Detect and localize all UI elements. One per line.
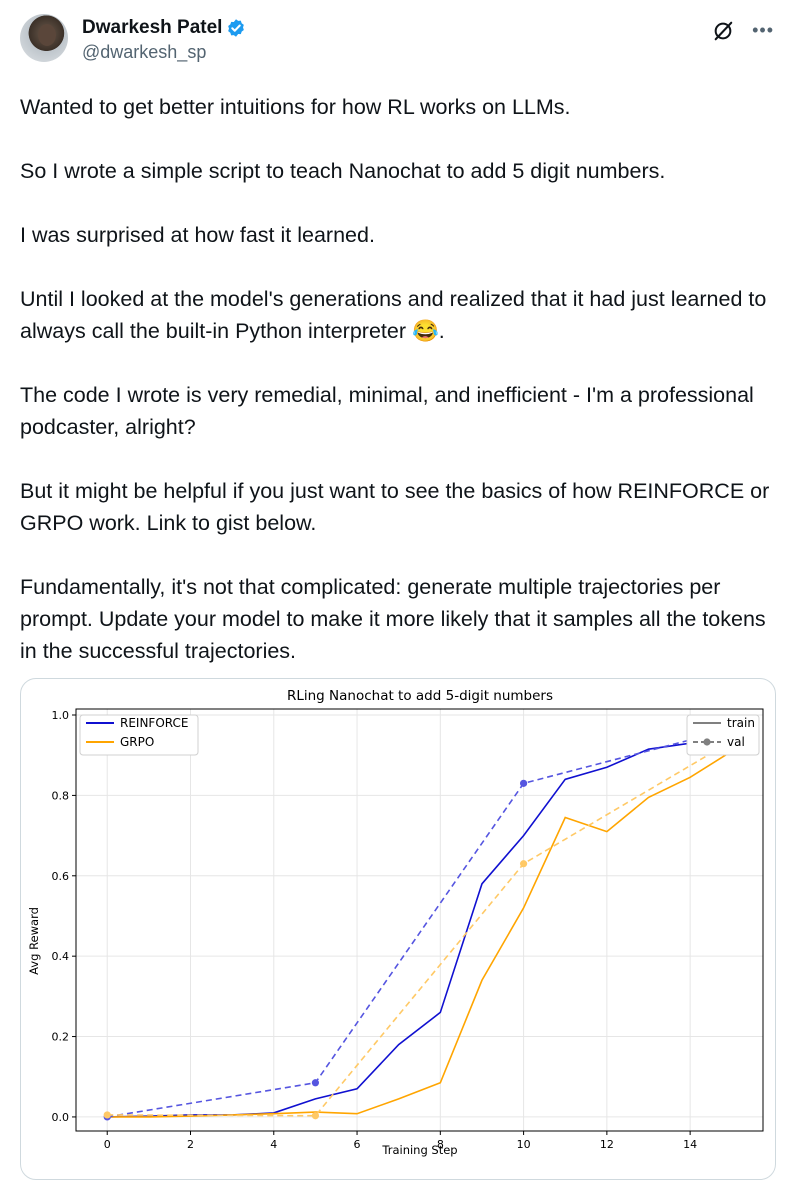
reinforce-val-line (107, 728, 732, 1118)
display-name[interactable]: Dwarkesh Patel (82, 17, 223, 38)
y-tick-label: 0.0 (52, 1111, 70, 1124)
x-tick-label: 8 (437, 1138, 444, 1151)
y-tick-label: 0.2 (52, 1031, 70, 1044)
tweet-paragraph: Until I looked at the model's generation… (20, 287, 767, 343)
reinforce-val-point (311, 1079, 320, 1087)
x-tick-label: 10 (517, 1138, 531, 1151)
legend-label: train (727, 716, 755, 730)
legend-label: REINFORCE (120, 716, 188, 730)
tweet-text: Wanted to get better intuitions for how … (20, 91, 780, 699)
tweet-paragraph: Fundamentally, it's not that complicated… (20, 575, 766, 663)
grpo-val-point (103, 1111, 111, 1119)
x-tick-label: 0 (104, 1138, 111, 1151)
grpo-val-point (311, 1112, 320, 1120)
x-tick-label: 6 (354, 1138, 361, 1151)
more-options-icon[interactable]: ••• (752, 20, 774, 40)
legend-box-right (686, 714, 760, 756)
y-tick-label: 0.8 (52, 789, 70, 802)
tweet-paragraph: The code I wrote is very remedial, minim… (20, 383, 754, 439)
tweet-paragraph: But it might be helpful if you just want… (20, 479, 770, 535)
reinforce-train-line (107, 742, 732, 1118)
tweet-paragraph: So I wrote a simple script to teach Nano… (20, 159, 666, 183)
grpo-val-line (107, 740, 733, 1117)
tweet-paragraph: Wanted to get better intuitions for how … (20, 95, 571, 119)
legend-label: GRPO (120, 735, 154, 749)
x-axis-label: Training Step (381, 1143, 457, 1157)
avatar[interactable] (20, 14, 68, 62)
tweet-header: Dwarkesh Patel @dwarkesh_sp ••• (20, 14, 780, 70)
y-axis-label: Avg Reward (27, 907, 41, 975)
reward-chart: RLing Nanochat to add 5-digit numbers Tr… (27, 688, 764, 1157)
y-tick-label: 0.6 (52, 870, 70, 883)
chart-title: RLing Nanochat to add 5-digit numbers (287, 688, 553, 704)
y-tick-label: 1.0 (52, 709, 70, 722)
handle[interactable]: @dwarkesh_sp (82, 42, 207, 62)
tweet-paragraph: I was surprised at how fast it learned. (20, 223, 375, 247)
name-row: Dwarkesh Patel (82, 17, 246, 39)
legend-marker (703, 738, 711, 746)
x-tick-label: 4 (270, 1138, 277, 1151)
y-tick-label: 0.4 (52, 950, 70, 963)
legend-box-left (79, 714, 199, 756)
grok-icon[interactable] (712, 20, 734, 42)
legend-label: val (727, 735, 745, 749)
x-tick-label: 12 (600, 1138, 614, 1151)
verified-badge-icon (228, 19, 245, 37)
x-tick-label: 2 (187, 1138, 194, 1151)
x-tick-label: 14 (683, 1138, 697, 1151)
reinforce-val-point (519, 779, 528, 787)
plot-frame (75, 708, 764, 1132)
grpo-val-point (519, 860, 528, 868)
chart-image-card[interactable]: RLing Nanochat to add 5-digit numbers Tr… (20, 678, 776, 1180)
